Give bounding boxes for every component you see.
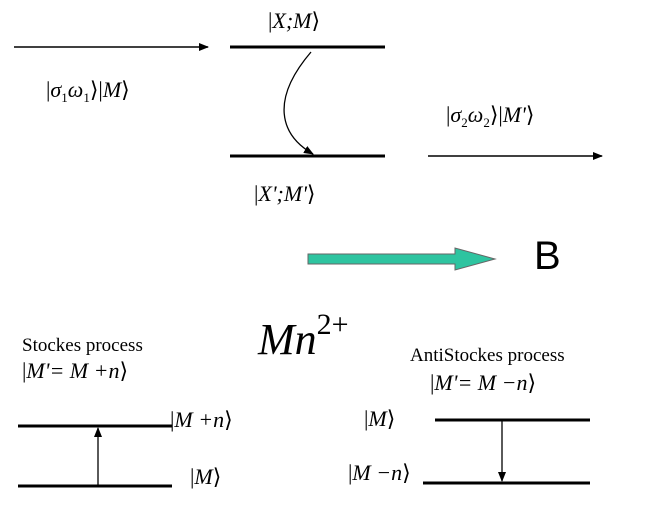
stockes-upper-level-label: |M +n⟩	[170, 407, 233, 432]
scattered-state-label: |σ2ω2⟩|M'⟩	[446, 102, 535, 130]
intermediate-state-label: |X;M⟩	[268, 8, 321, 33]
initial-state-label: |σ1ω1⟩|M⟩	[46, 77, 130, 105]
magnetic-field-arrow	[307, 247, 497, 271]
relaxation-curve-arrow	[283, 51, 314, 155]
antistockes-relation: |M'= M −n⟩	[430, 370, 537, 395]
stockes-lower-level-label: |M⟩	[190, 464, 222, 489]
antistockes-lower-level-label: |M −n⟩	[348, 460, 411, 485]
stockes-title: Stockes process	[22, 335, 143, 356]
stockes-relation: |M'= M +n⟩	[22, 358, 129, 383]
ion-label: Mn2+	[258, 308, 349, 364]
antistockes-upper-level-label: |M⟩	[364, 406, 396, 431]
final-intermediate-state-label: |X';M'⟩	[254, 181, 316, 206]
magnetic-field-label: B	[534, 234, 561, 278]
antistockes-title: AntiStockes process	[410, 345, 565, 366]
